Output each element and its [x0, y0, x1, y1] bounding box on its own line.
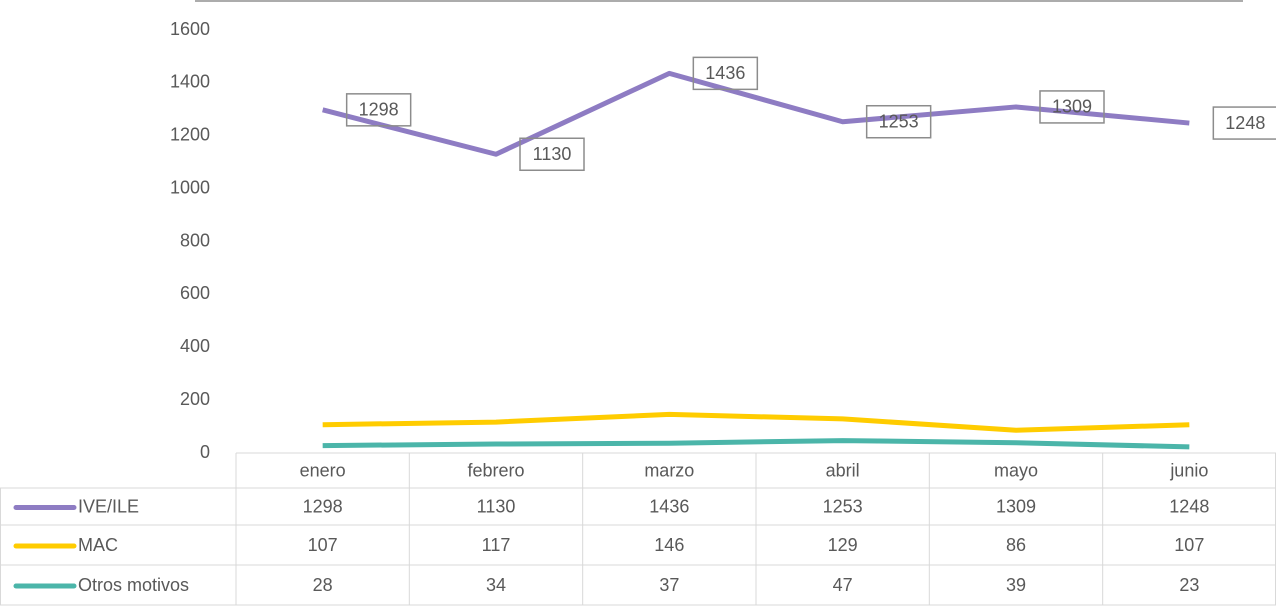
table-cell: 1253: [823, 496, 863, 516]
y-tick-label: 1200: [170, 125, 210, 145]
x-tick-label: marzo: [644, 460, 694, 480]
table-cell: 117: [482, 535, 511, 555]
data-label-box: [1212, 106, 1276, 140]
data-label-box: [1039, 90, 1105, 124]
legend-label: Otros motivos: [78, 575, 189, 595]
table-cell: 1309: [996, 496, 1036, 516]
y-tick-label: 1400: [170, 72, 210, 92]
y-tick-label: 1000: [170, 177, 210, 197]
x-tick-label: junio: [1169, 460, 1208, 480]
y-tick-label: 600: [180, 283, 210, 303]
table-cell: 1130: [477, 496, 516, 516]
table-cell: 47: [833, 575, 853, 595]
data-label: 1248: [1225, 113, 1265, 133]
series-line: [322, 438, 1190, 450]
x-tick-label: enero: [300, 460, 346, 480]
x-tick-label: mayo: [994, 460, 1038, 480]
data-label: 1130: [533, 144, 572, 164]
table-cell: 37: [659, 575, 679, 595]
y-tick-label: 0: [200, 442, 210, 462]
table-cell: 1248: [1169, 496, 1209, 516]
legend-label: MAC: [78, 535, 118, 555]
table-cell: 86: [1006, 535, 1026, 555]
x-tick-label: abril: [826, 460, 860, 480]
data-label-box: [865, 104, 932, 139]
y-tick-label: 200: [180, 389, 210, 409]
table-cell: 39: [1006, 575, 1026, 595]
table-cell: 23: [1179, 575, 1199, 595]
table-cell: 34: [486, 575, 506, 595]
x-tick-label: febrero: [467, 460, 524, 480]
series-line: [322, 411, 1190, 433]
data-label: 1309: [1052, 97, 1092, 117]
table-cell: 1298: [303, 496, 343, 516]
table-cell: 28: [313, 575, 333, 595]
table-cell: 129: [828, 535, 858, 555]
y-tick-label: 400: [180, 336, 210, 356]
table-cell: 1436: [649, 496, 689, 516]
table-cell: 107: [308, 535, 338, 555]
legend-label: IVE/ILE: [78, 496, 139, 516]
data-label-box: [345, 93, 412, 127]
table-cell: 107: [1174, 535, 1204, 555]
y-tick-label: 1600: [170, 19, 210, 39]
data-label: 1253: [879, 111, 919, 131]
y-tick-label: 800: [180, 230, 210, 250]
data-label: 1436: [705, 63, 745, 83]
data-label: 1298: [359, 100, 399, 120]
table-cell: 146: [654, 535, 684, 555]
series-line: [322, 70, 1190, 157]
data-label-box: [692, 56, 759, 91]
data-label-box: [519, 137, 585, 172]
